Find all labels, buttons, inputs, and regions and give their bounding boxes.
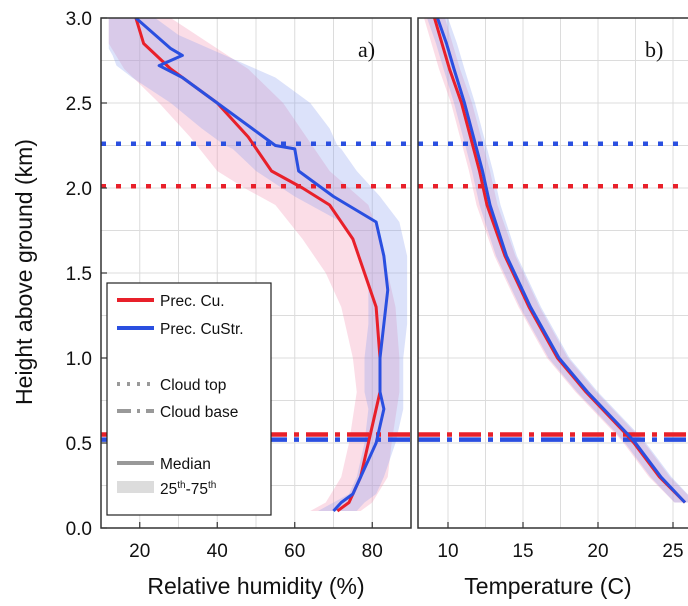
panel-a-median-lines [134,18,390,513]
legend-label-iqr: 25th-75th [160,480,216,498]
panel-a: 20 40 60 80 0.0 0.5 1.0 1.5 2.0 2.5 3.0 a) Relativ… [11,9,412,599]
legend-label-median: Median [160,456,211,473]
y-axis-label: Height above ground (km) [11,139,37,405]
legend-label-cloud-base: Cloud base [160,404,238,421]
ytick-label: 3.0 [66,9,92,30]
legend: Prec. Cu. Prec. CuStr. Cloud top Cloud b… [106,282,272,516]
panel-b-median-prec-cu [433,18,687,504]
panel-b-xtick-label: 20 [587,541,608,562]
panel-b-iqr-band-prec-cu [424,18,688,503]
panel-b-cloud-lines [418,141,688,442]
panel-b-xtick-label: 25 [662,541,683,562]
ytick-label: 2.5 [66,94,92,115]
panel-a-iqr-band-prec-cu [108,18,400,511]
panel-a-xtick-label: 40 [207,541,228,562]
panel-b-iqr-bands [424,18,688,503]
ytick-label: 0.5 [66,434,92,455]
panel-a-iqr-bands [108,18,408,511]
ytick-label: 1.0 [66,349,92,370]
panel-a-label: a) [358,37,375,62]
panel-b-iqr-band-prec-custr [427,18,688,503]
legend-frame [106,282,272,516]
panel-b: 10 15 20 25 b) Temperature (C) [417,17,688,599]
panel-a-xlabel: Relative humidity (%) [147,573,364,599]
panel-b-xlabel: Temperature (C) [464,573,631,599]
panel-a-iqr-band-prec-custr [108,18,408,511]
panel-b-label: b) [645,37,663,62]
legend-swatch-iqr [117,481,154,493]
legend-label-prec-custr: Prec. CuStr. [160,321,244,338]
ytick-label: 2.0 [66,179,92,200]
panel-b-median-prec-custr [436,18,687,504]
panel-b-xtick-label: 15 [512,541,533,562]
panel-a-xtick-label: 60 [284,541,305,562]
panel-b-ticks: 10 15 20 25 [437,522,684,562]
ytick-label: 0.0 [66,519,92,540]
panel-a-ticks: 20 40 60 80 0.0 0.5 1.0 1.5 2.0 2.5 3.0 [66,9,383,562]
legend-label-prec-cu: Prec. Cu. [160,293,225,310]
ytick-label: 1.5 [66,264,92,285]
panel-b-median-lines [433,18,687,504]
panel-b-frame [417,17,688,529]
panel-a-median-prec-custr [134,18,390,513]
legend-label-cloud-top: Cloud top [160,377,226,394]
panel-b-xtick-label: 10 [437,541,458,562]
panel-a-xtick-label: 20 [129,541,150,562]
panel-a-xtick-label: 80 [362,541,383,562]
